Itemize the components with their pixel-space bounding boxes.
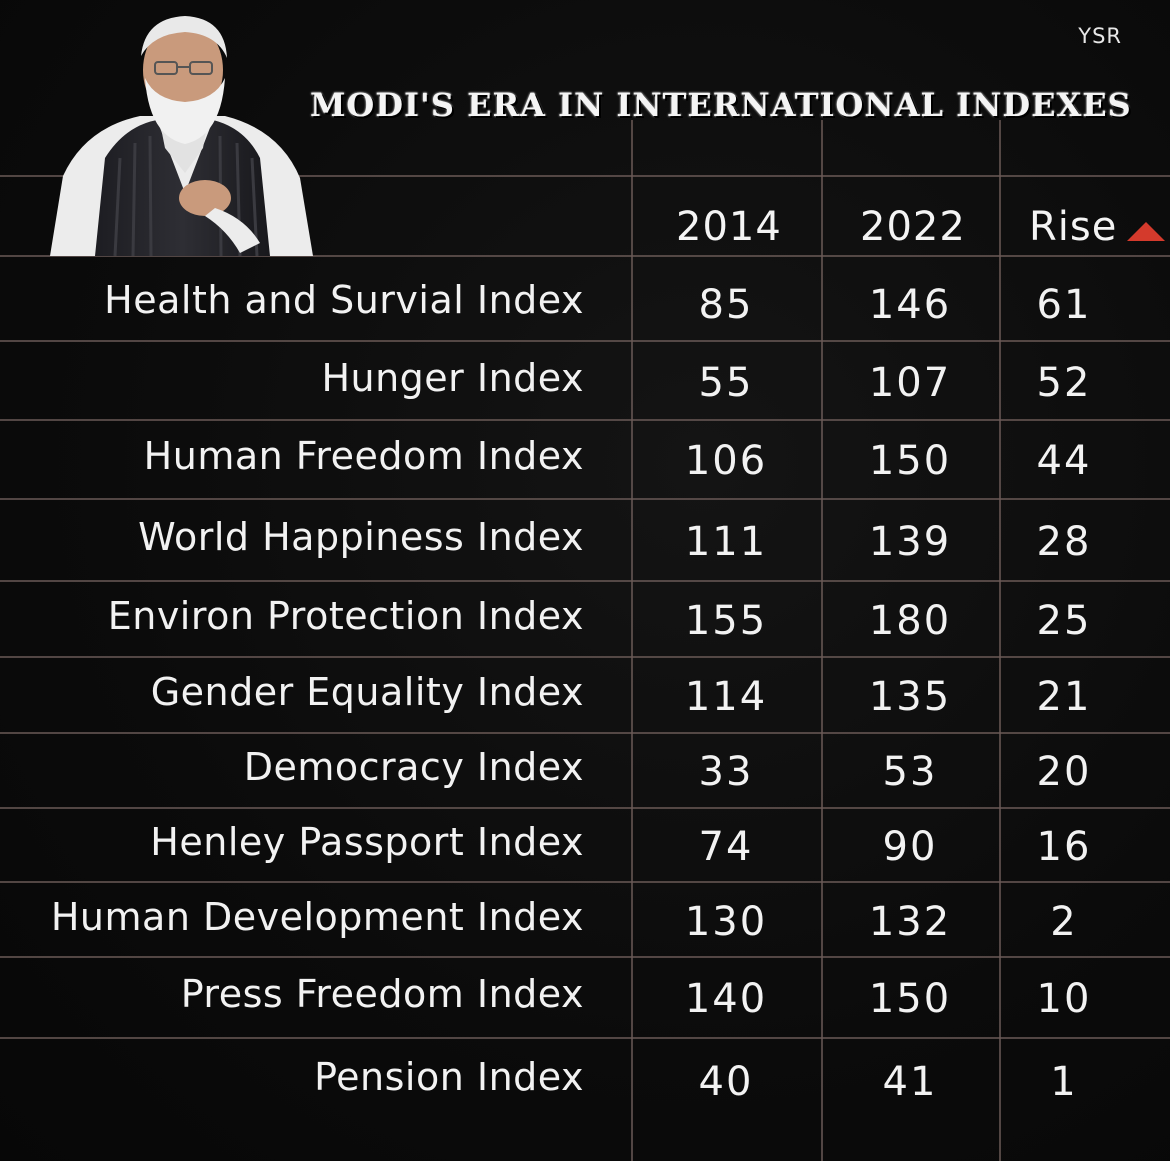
row-label: World Happiness Index — [138, 515, 584, 559]
column-header-2014: 2014 — [676, 204, 782, 250]
cell-2022: 90 — [882, 824, 938, 870]
cell-2014: 40 — [698, 1059, 754, 1105]
cell-2014: 155 — [684, 598, 768, 644]
cell-2014: 140 — [684, 976, 768, 1022]
cell-2022: 146 — [868, 282, 952, 328]
row-label: Henley Passport Index — [150, 820, 584, 864]
row-label: Human Freedom Index — [143, 434, 584, 478]
cell-2022: 150 — [868, 976, 952, 1022]
cell-2014: 55 — [698, 360, 754, 406]
page-title: MODI'S ERA IN INTERNATIONAL INDEXES — [310, 86, 1132, 124]
cell-2014: 111 — [684, 519, 768, 565]
cell-2022: 41 — [882, 1059, 938, 1105]
cell-2022: 107 — [868, 360, 952, 406]
up-triangle-icon — [1127, 221, 1166, 241]
leader-portrait-image — [50, 16, 313, 256]
cell-2014: 114 — [684, 674, 768, 720]
row-label: Human Development Index — [50, 895, 584, 939]
cell-2014: 106 — [684, 438, 768, 484]
cell-2014: 33 — [698, 749, 754, 795]
cell-rise: 10 — [1036, 976, 1092, 1022]
cell-2022: 132 — [868, 899, 952, 945]
cell-rise: 52 — [1036, 360, 1092, 406]
row-label: Pension Index — [314, 1055, 584, 1099]
cell-rise: 16 — [1036, 824, 1092, 870]
row-label: Democracy Index — [243, 745, 584, 789]
row-label: Health and Survial Index — [104, 278, 584, 322]
rise-header-label: Rise — [1029, 204, 1118, 250]
cell-2022: 139 — [868, 519, 952, 565]
cell-rise: 25 — [1036, 598, 1092, 644]
cell-rise: 2 — [1050, 899, 1078, 945]
row-label: Hunger Index — [321, 356, 584, 400]
cell-rise: 61 — [1036, 282, 1092, 328]
cell-2014: 130 — [684, 899, 768, 945]
row-label: Environ Protection Index — [107, 594, 584, 638]
cell-2014: 74 — [698, 824, 754, 870]
row-label: Gender Equality Index — [150, 670, 584, 714]
cell-rise: 44 — [1036, 438, 1092, 484]
column-header-rise: Rise — [1029, 204, 1166, 250]
row-label: Press Freedom Index — [180, 972, 584, 1016]
cell-2014: 85 — [698, 282, 754, 328]
cell-2022: 135 — [868, 674, 952, 720]
cell-2022: 150 — [868, 438, 952, 484]
cell-rise: 28 — [1036, 519, 1092, 565]
cell-rise: 21 — [1036, 674, 1092, 720]
column-header-2022: 2022 — [860, 204, 966, 250]
cell-rise: 1 — [1050, 1059, 1078, 1105]
cell-rise: 20 — [1036, 749, 1092, 795]
cell-2022: 180 — [868, 598, 952, 644]
cell-2022: 53 — [882, 749, 938, 795]
watermark-text: YSR — [1078, 24, 1122, 48]
